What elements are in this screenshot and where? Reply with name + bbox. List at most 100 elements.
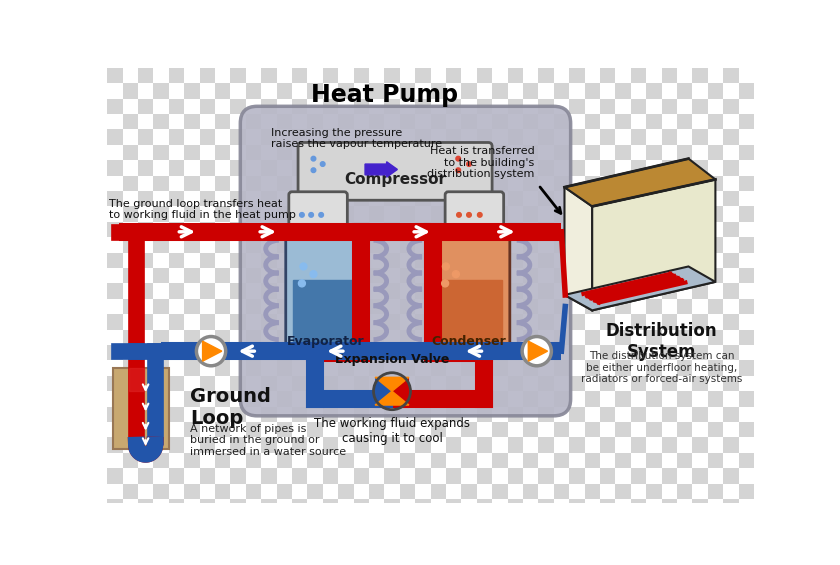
- Bar: [646, 206, 662, 222]
- Bar: [507, 160, 523, 176]
- Text: The ground loop transfers heat
to working fluid in the heat pump: The ground loop transfers heat to workin…: [108, 199, 296, 220]
- Bar: [323, 253, 338, 268]
- Bar: [108, 129, 123, 145]
- Bar: [570, 407, 585, 422]
- Bar: [215, 484, 230, 499]
- Bar: [631, 191, 646, 206]
- Bar: [292, 314, 307, 329]
- Bar: [385, 437, 400, 453]
- Bar: [123, 360, 138, 376]
- Bar: [400, 114, 415, 129]
- Bar: [415, 99, 431, 114]
- Bar: [554, 360, 570, 376]
- Bar: [570, 314, 585, 329]
- Bar: [662, 129, 677, 145]
- Bar: [431, 422, 446, 437]
- Bar: [123, 145, 138, 160]
- Bar: [154, 453, 169, 468]
- Bar: [477, 68, 492, 83]
- Bar: [631, 376, 646, 391]
- Bar: [554, 453, 570, 468]
- Bar: [339, 422, 354, 437]
- Bar: [261, 284, 276, 299]
- Bar: [108, 407, 123, 422]
- Bar: [154, 145, 169, 160]
- Bar: [646, 329, 662, 345]
- Bar: [230, 437, 246, 453]
- Bar: [570, 437, 585, 453]
- Bar: [339, 453, 354, 468]
- Bar: [646, 422, 662, 437]
- Bar: [662, 376, 677, 391]
- Bar: [723, 345, 738, 360]
- Bar: [585, 83, 600, 99]
- Bar: [477, 284, 492, 299]
- Bar: [477, 407, 492, 422]
- Bar: [246, 114, 261, 129]
- Bar: [354, 468, 369, 484]
- Bar: [708, 422, 723, 437]
- Bar: [692, 376, 708, 391]
- Bar: [169, 314, 184, 329]
- Bar: [431, 391, 446, 407]
- Bar: [307, 114, 323, 129]
- Bar: [554, 422, 570, 437]
- Bar: [570, 284, 585, 299]
- Bar: [261, 468, 276, 484]
- Bar: [123, 114, 138, 129]
- Bar: [554, 145, 570, 160]
- Bar: [307, 391, 323, 407]
- Bar: [215, 422, 230, 437]
- Bar: [108, 191, 123, 206]
- Bar: [585, 268, 600, 284]
- Bar: [400, 145, 415, 160]
- Bar: [215, 453, 230, 468]
- Bar: [200, 222, 215, 237]
- Bar: [184, 453, 200, 468]
- Bar: [477, 99, 492, 114]
- Bar: [323, 129, 338, 145]
- Bar: [662, 222, 677, 237]
- Bar: [292, 191, 307, 206]
- Bar: [738, 299, 754, 314]
- Bar: [522, 176, 538, 191]
- Bar: [615, 360, 631, 376]
- Bar: [677, 299, 692, 314]
- Bar: [215, 83, 230, 99]
- Bar: [354, 160, 369, 176]
- Bar: [123, 299, 138, 314]
- Bar: [276, 329, 292, 345]
- Bar: [184, 83, 200, 99]
- Bar: [230, 468, 246, 484]
- Bar: [385, 284, 400, 299]
- Bar: [369, 114, 385, 129]
- Bar: [600, 499, 615, 514]
- Text: Condenser: Condenser: [432, 336, 507, 349]
- Bar: [723, 284, 738, 299]
- Bar: [631, 222, 646, 237]
- Bar: [400, 237, 415, 253]
- Bar: [662, 407, 677, 422]
- FancyBboxPatch shape: [286, 232, 366, 355]
- Bar: [339, 360, 354, 376]
- Bar: [662, 499, 677, 514]
- Bar: [339, 237, 354, 253]
- Bar: [677, 176, 692, 191]
- Bar: [723, 437, 738, 453]
- Bar: [615, 391, 631, 407]
- Bar: [585, 422, 600, 437]
- Bar: [169, 68, 184, 83]
- Bar: [123, 237, 138, 253]
- Bar: [585, 329, 600, 345]
- Bar: [492, 360, 507, 376]
- Bar: [369, 268, 385, 284]
- FancyBboxPatch shape: [289, 192, 348, 238]
- Bar: [585, 114, 600, 129]
- Bar: [554, 114, 570, 129]
- Bar: [522, 237, 538, 253]
- Circle shape: [311, 168, 316, 172]
- Bar: [369, 145, 385, 160]
- Text: Heat Pump: Heat Pump: [311, 82, 458, 107]
- Bar: [154, 237, 169, 253]
- Polygon shape: [564, 267, 716, 310]
